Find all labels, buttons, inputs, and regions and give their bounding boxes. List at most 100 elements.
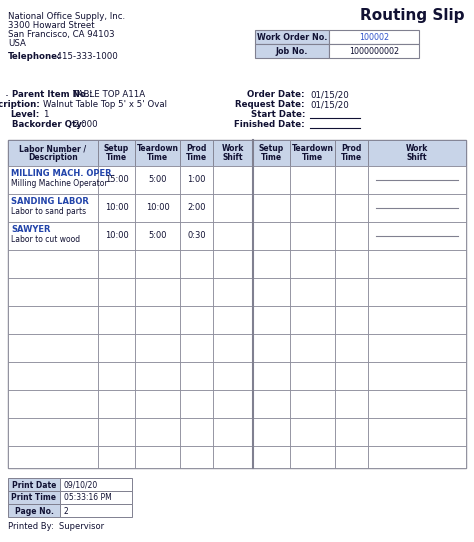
Bar [213, 222, 253, 250]
Text: 1000000002: 1000000002 [349, 47, 399, 56]
Bar [8, 390, 98, 418]
Bar [253, 306, 290, 334]
Bar [213, 278, 253, 306]
Text: Request Date:: Request Date: [236, 100, 305, 109]
Bar [290, 362, 335, 390]
Text: SAWYER: SAWYER [11, 225, 51, 234]
Bar [213, 250, 253, 278]
Text: 415-333-1000: 415-333-1000 [51, 52, 118, 61]
Bar [335, 418, 368, 446]
Bar [255, 44, 329, 58]
Bar [290, 418, 335, 446]
Bar [180, 418, 213, 446]
Text: 2:00: 2:00 [187, 203, 206, 212]
Bar [335, 194, 368, 222]
Text: Teardown: Teardown [292, 144, 334, 153]
Text: 3300 Howard Street: 3300 Howard Street [8, 21, 95, 30]
Text: Teardown: Teardown [137, 144, 179, 153]
Bar [135, 446, 180, 468]
Bar [135, 390, 180, 418]
Text: Order Date:: Order Date: [247, 90, 305, 99]
Bar [368, 390, 466, 418]
Text: Prod: Prod [186, 144, 207, 153]
Text: Backorder Qty:: Backorder Qty: [12, 120, 85, 129]
Bar [368, 222, 466, 250]
Text: Shift: Shift [407, 153, 427, 162]
Bar [290, 140, 335, 166]
Text: Time: Time [186, 153, 207, 162]
Bar [213, 194, 253, 222]
Text: Routing Slip: Routing Slip [361, 8, 465, 23]
Bar [253, 194, 290, 222]
Bar [368, 446, 466, 468]
Text: Labor to cut wood: Labor to cut wood [11, 235, 80, 244]
Text: Time: Time [261, 153, 282, 162]
Bar [335, 166, 368, 194]
Bar [368, 278, 466, 306]
Bar [60, 478, 132, 491]
Text: Job No.: Job No. [276, 47, 308, 56]
Bar [213, 446, 253, 468]
Text: National Office Supply, Inc.: National Office Supply, Inc. [8, 12, 125, 21]
Bar [135, 306, 180, 334]
Bar [335, 446, 368, 468]
Bar [8, 418, 98, 446]
Bar [253, 140, 290, 166]
Bar [135, 278, 180, 306]
Bar [253, 390, 290, 418]
Text: Work Order No.: Work Order No. [257, 33, 327, 42]
Bar [368, 250, 466, 278]
Bar [135, 334, 180, 362]
Bar [213, 306, 253, 334]
Text: Level:: Level: [11, 110, 40, 119]
Bar [329, 30, 419, 44]
Bar [8, 278, 98, 306]
Bar [98, 390, 135, 418]
Text: Time: Time [147, 153, 168, 162]
Text: Time: Time [106, 153, 127, 162]
Text: Print Date: Print Date [12, 481, 56, 489]
Bar [8, 222, 98, 250]
Text: 05:33:16 PM: 05:33:16 PM [64, 494, 112, 502]
Bar [8, 140, 98, 166]
Text: 15:00: 15:00 [105, 175, 128, 184]
Text: Finished Date:: Finished Date: [234, 120, 305, 129]
Bar [335, 334, 368, 362]
Text: 10:00: 10:00 [105, 231, 128, 240]
Bar [368, 334, 466, 362]
Bar [329, 44, 419, 58]
Text: 100002: 100002 [359, 33, 389, 42]
Text: 2.000: 2.000 [73, 120, 98, 129]
Bar [253, 250, 290, 278]
Text: Print Time: Print Time [11, 494, 56, 502]
Bar [335, 278, 368, 306]
Bar [8, 446, 98, 468]
Text: Time: Time [341, 153, 362, 162]
Text: Setup: Setup [259, 144, 284, 153]
Bar [98, 334, 135, 362]
Bar [368, 166, 466, 194]
Bar [290, 166, 335, 194]
Text: Prod: Prod [341, 144, 362, 153]
Bar [290, 334, 335, 362]
Text: 0:30: 0:30 [187, 231, 206, 240]
Bar [180, 140, 213, 166]
Bar [213, 418, 253, 446]
Bar [8, 491, 60, 504]
Bar [290, 446, 335, 468]
Bar [290, 250, 335, 278]
Text: 01/15/20: 01/15/20 [310, 100, 349, 109]
Text: TABLE TOP A11A: TABLE TOP A11A [73, 90, 145, 99]
Text: Work: Work [222, 144, 244, 153]
Bar [8, 140, 466, 468]
Bar [135, 222, 180, 250]
Bar [98, 194, 135, 222]
Text: ·: · [5, 90, 9, 103]
Text: Printed By:  Supervisor: Printed By: Supervisor [8, 522, 104, 531]
Text: Time: Time [302, 153, 323, 162]
Bar [368, 306, 466, 334]
Bar [180, 446, 213, 468]
Bar [368, 194, 466, 222]
Text: 10:00: 10:00 [146, 203, 169, 212]
Bar [8, 362, 98, 390]
